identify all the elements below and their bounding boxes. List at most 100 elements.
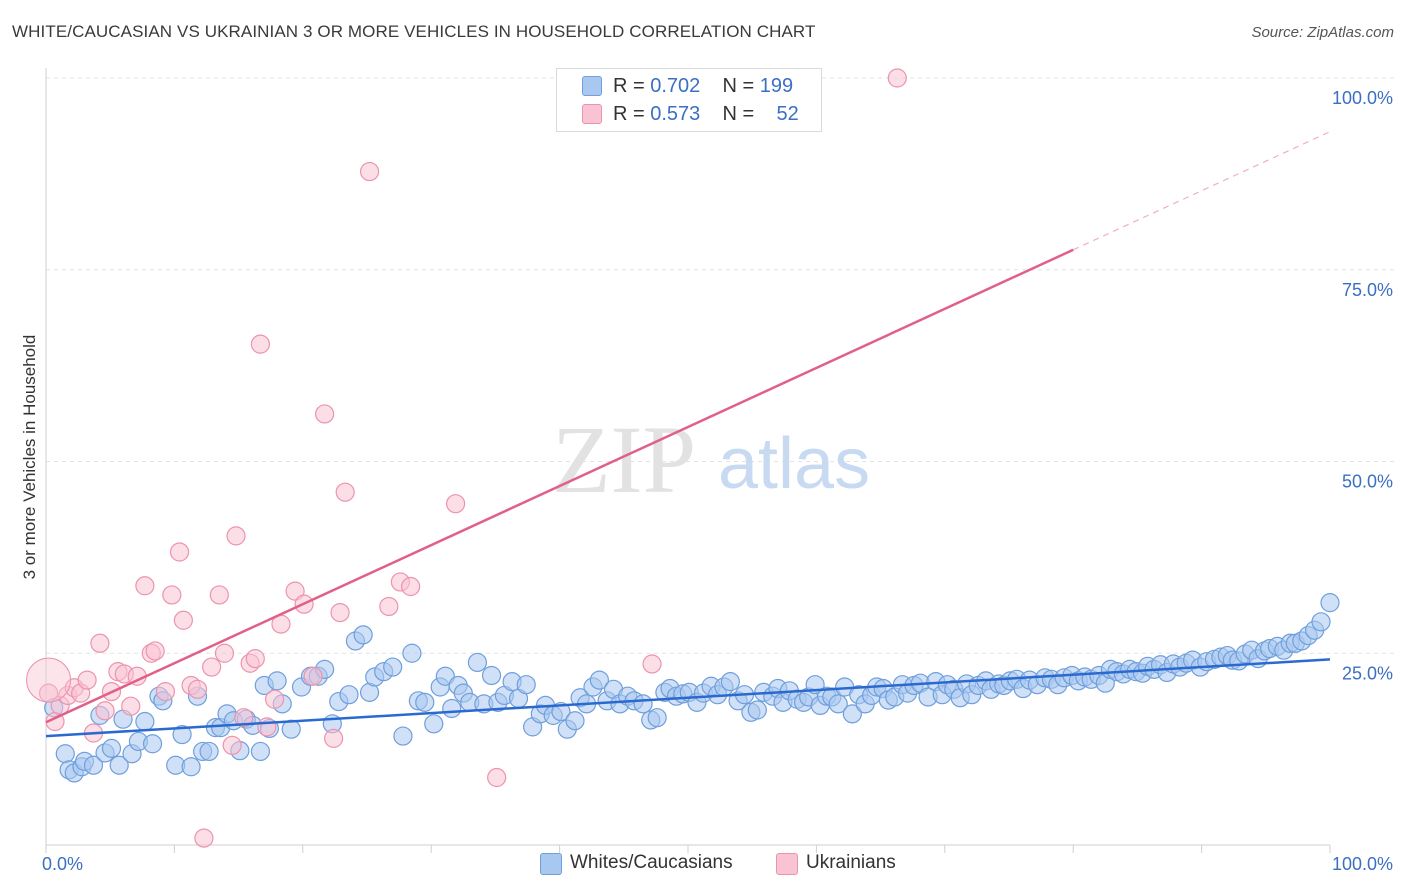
point-whites (442, 698, 462, 719)
point-ukrainians (145, 641, 165, 661)
point-ukrainians (285, 581, 305, 601)
legend-r-label: R = (613, 103, 645, 125)
point-whites (633, 694, 653, 714)
bottom-legend-swatch-whites (540, 853, 562, 875)
point-ukrainians-large (26, 657, 72, 703)
watermark-atlas: atlas (718, 424, 870, 504)
point-whites (647, 708, 667, 728)
legend-swatch-ukrainians (582, 104, 602, 124)
legend-r-value: 0.702 (650, 75, 701, 97)
point-whites (109, 755, 129, 775)
point-ukrainians (445, 494, 466, 514)
point-whites (424, 714, 444, 734)
point-whites (415, 692, 435, 712)
point-whites (267, 671, 287, 691)
point-whites (199, 741, 219, 762)
trend-lines (45, 131, 1331, 738)
point-whites (747, 700, 767, 720)
point-ukrainians (359, 161, 380, 182)
point-whites (383, 657, 403, 677)
point-ukrainians (226, 526, 246, 546)
legend-r-label: R = (613, 75, 645, 97)
point-ukrainians (90, 633, 110, 653)
x-tick-label: 0.0% (42, 854, 83, 874)
point-ukrainians (315, 404, 335, 424)
point-ukrainians (487, 767, 507, 788)
point-ukrainians (887, 68, 907, 88)
legend-swatch-whites (582, 76, 602, 96)
point-whites (1320, 593, 1340, 613)
point-ukrainians (401, 576, 421, 597)
point-ukrainians (155, 681, 176, 702)
bottom-legend-label-whites: Whites/Caucasians (570, 852, 733, 873)
point-whites (393, 726, 413, 746)
legend-n-label: N = (722, 103, 755, 125)
point-whites (55, 744, 75, 764)
point-whites (142, 734, 163, 754)
watermark-zip: ZIP (552, 406, 696, 513)
point-whites (828, 694, 848, 714)
point-ukrainians (330, 602, 350, 623)
point-whites (339, 685, 359, 705)
point-ukrainians (95, 701, 115, 721)
y-tick-label: 25.0% (1342, 663, 1393, 683)
point-ukrainians (257, 717, 277, 737)
source-label: Source: ZipAtlas.com (1251, 24, 1394, 41)
point-ukrainians (169, 542, 190, 562)
legend-n-label: N = (722, 75, 755, 97)
point-ukrainians (234, 708, 254, 728)
bottom-legend-swatch-ukrainians (776, 853, 798, 875)
point-whites (402, 643, 422, 663)
y-axis-title: 3 or more Vehicles in Household (20, 335, 39, 580)
point-ukrainians (194, 828, 214, 848)
y-tick-label: 75.0% (1342, 280, 1393, 300)
point-ukrainians (264, 689, 285, 709)
point-whites (181, 757, 201, 777)
trend-line-ukrainians (45, 248, 1074, 724)
point-ukrainians (121, 696, 141, 716)
bottom-legend-label-ukrainians: Ukrainians (806, 852, 896, 873)
point-whites (481, 665, 502, 686)
point-whites (135, 711, 155, 732)
point-ukrainians (222, 735, 242, 755)
point-ukrainians (209, 585, 229, 605)
grid-lines (46, 77, 1394, 654)
x-tick-label: 100.0% (1332, 854, 1393, 874)
point-ukrainians (642, 654, 662, 674)
point-whites (842, 704, 862, 724)
point-ukrainians (324, 728, 344, 748)
point-ukrainians (202, 657, 222, 677)
point-whites (250, 741, 271, 762)
watermark: ZIP atlas (552, 406, 870, 513)
trend-line-ukrainians-extension (1072, 131, 1331, 251)
axes (45, 68, 1331, 853)
point-ukrainians (173, 610, 193, 630)
y-tick-label: 50.0% (1342, 472, 1393, 492)
point-ukrainians (135, 576, 155, 596)
point-whites (589, 670, 610, 690)
point-whites (467, 652, 488, 673)
point-whites (1311, 612, 1331, 632)
point-ukrainians (250, 334, 271, 354)
point-ukrainians (77, 670, 97, 690)
point-whites (281, 719, 301, 739)
point-whites (353, 625, 373, 645)
point-whites (720, 672, 740, 692)
legend-r-value: 0.573 (650, 103, 701, 125)
point-ukrainians (245, 649, 265, 669)
point-ukrainians (335, 482, 355, 502)
point-whites (101, 738, 122, 758)
point-ukrainians (214, 643, 235, 663)
stats-legend: R = 0.702 N = 199 R = 0.573 N = 52 (556, 68, 822, 132)
point-whites (516, 675, 536, 695)
axis-labels: 25.0% 50.0% 75.0% 100.0% 0.0% 100.0% 3 or more… (20, 88, 1393, 874)
point-ukrainians (379, 596, 399, 617)
point-whites (83, 755, 104, 775)
y-tick-label: 100.0% (1332, 88, 1393, 108)
legend-n-value: 199 (759, 75, 794, 97)
chart-title: WHITE/CAUCASIAN VS UKRAINIAN 3 OR MORE V… (12, 22, 816, 41)
point-ukrainians (303, 666, 323, 686)
point-ukrainians (187, 679, 208, 699)
point-whites (565, 711, 585, 731)
